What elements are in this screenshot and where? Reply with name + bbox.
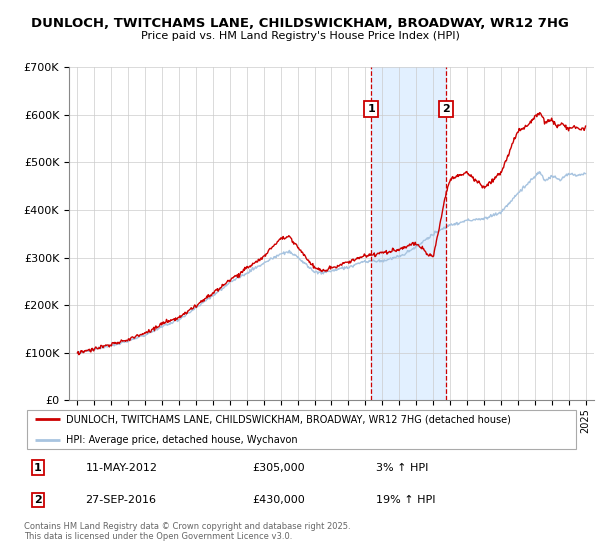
- Text: DUNLOCH, TWITCHAMS LANE, CHILDSWICKHAM, BROADWAY, WR12 7HG: DUNLOCH, TWITCHAMS LANE, CHILDSWICKHAM, …: [31, 17, 569, 30]
- FancyBboxPatch shape: [27, 410, 577, 449]
- Text: 2: 2: [34, 495, 42, 505]
- Text: 1: 1: [368, 104, 376, 114]
- Text: 1: 1: [34, 463, 42, 473]
- Text: 3% ↑ HPI: 3% ↑ HPI: [376, 463, 428, 473]
- Text: HPI: Average price, detached house, Wychavon: HPI: Average price, detached house, Wych…: [66, 435, 298, 445]
- Bar: [371, 67, 446, 400]
- Text: Price paid vs. HM Land Registry's House Price Index (HPI): Price paid vs. HM Land Registry's House …: [140, 31, 460, 41]
- Text: £305,000: £305,000: [253, 463, 305, 473]
- Text: 27-SEP-2016: 27-SEP-2016: [85, 495, 157, 505]
- Text: Contains HM Land Registry data © Crown copyright and database right 2025.
This d: Contains HM Land Registry data © Crown c…: [24, 522, 350, 542]
- Text: 2: 2: [442, 104, 449, 114]
- Text: £430,000: £430,000: [253, 495, 305, 505]
- Text: DUNLOCH, TWITCHAMS LANE, CHILDSWICKHAM, BROADWAY, WR12 7HG (detached house): DUNLOCH, TWITCHAMS LANE, CHILDSWICKHAM, …: [66, 414, 511, 424]
- Text: 11-MAY-2012: 11-MAY-2012: [85, 463, 157, 473]
- Text: 19% ↑ HPI: 19% ↑ HPI: [376, 495, 435, 505]
